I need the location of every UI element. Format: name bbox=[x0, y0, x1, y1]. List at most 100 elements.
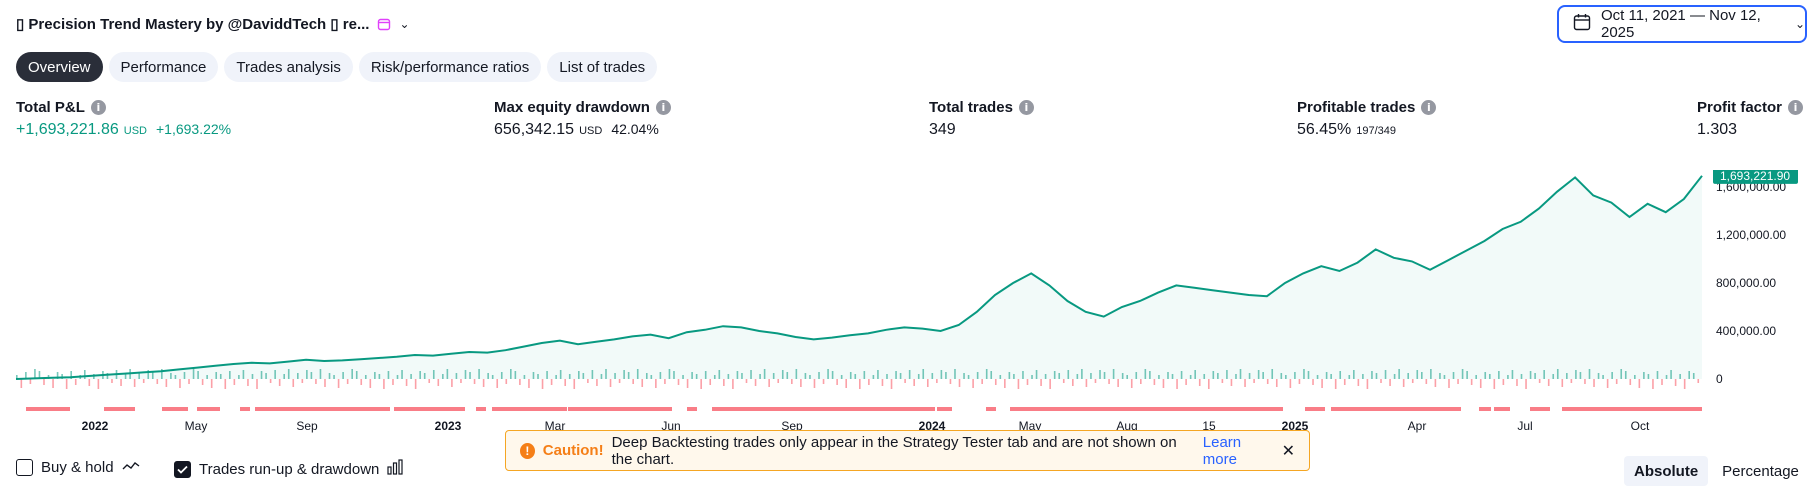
drawdown-bar bbox=[1289, 379, 1292, 388]
runup-bar bbox=[396, 375, 399, 379]
date-range-picker[interactable]: Oct 11, 2021 — Nov 12, 2025 ⌄ bbox=[1557, 5, 1807, 43]
drawdown-bar bbox=[269, 379, 272, 383]
drawdown-strip-segment bbox=[197, 407, 220, 411]
equity-chart[interactable]: 1,600,000.001,200,000.00800,000.00400,00… bbox=[0, 170, 1815, 440]
runup-bar bbox=[1008, 372, 1011, 379]
runup-bar bbox=[265, 373, 267, 379]
runup-bar bbox=[682, 375, 684, 379]
runup-bar bbox=[532, 372, 535, 379]
percentage-button[interactable]: Percentage bbox=[1712, 456, 1809, 486]
buy-hold-toggle[interactable]: Buy & hold bbox=[16, 459, 140, 476]
drawdown-bar bbox=[1085, 379, 1088, 387]
y-tick-label: 1,200,000.00 bbox=[1716, 228, 1786, 242]
runup-bar bbox=[510, 369, 512, 379]
drawdown-bar bbox=[301, 379, 304, 383]
buy-hold-label: Buy & hold bbox=[41, 459, 114, 476]
buy-hold-checkbox[interactable] bbox=[16, 459, 33, 476]
drawdown-bar bbox=[1389, 379, 1391, 386]
tab-performance[interactable]: Performance bbox=[108, 52, 219, 82]
drawdown-bar bbox=[745, 379, 748, 383]
drawdown-bar bbox=[587, 379, 589, 383]
runup-bar bbox=[1058, 373, 1061, 379]
runup-bar bbox=[1257, 370, 1260, 379]
runup-bar bbox=[306, 370, 308, 379]
runup-bar bbox=[1416, 370, 1419, 379]
runup-bar bbox=[1112, 369, 1115, 379]
runup-drawdown-toggle[interactable]: Trades run-up & drawdown bbox=[174, 459, 403, 479]
runup-bar bbox=[1235, 374, 1237, 379]
runup-bar bbox=[1443, 375, 1446, 379]
runup-bar bbox=[1475, 375, 1477, 379]
runup-bar bbox=[636, 369, 639, 379]
close-icon[interactable]: ✕ bbox=[1281, 442, 1295, 460]
strategy-title[interactable]: ▯ Precision Trend Mastery by @DaviddTech… bbox=[16, 16, 370, 33]
info-icon[interactable]: i bbox=[1421, 99, 1437, 115]
metric-profitable-trades: Profitable trades i 56.45% 197/349 bbox=[1297, 97, 1437, 139]
drawdown-strip-segment bbox=[687, 407, 697, 411]
runup-bar bbox=[1439, 373, 1441, 379]
tab-overview[interactable]: Overview bbox=[16, 52, 103, 82]
runup-bar bbox=[401, 370, 403, 379]
drawdown-strip-segment bbox=[1530, 407, 1550, 411]
drawdown-bar bbox=[1593, 379, 1595, 387]
drawdown-bar bbox=[519, 379, 521, 385]
runup-bar bbox=[1566, 373, 1568, 379]
runup-bar bbox=[364, 375, 367, 379]
info-icon[interactable]: i bbox=[655, 99, 671, 115]
runup-bar bbox=[432, 370, 435, 379]
runup-drawdown-checkbox[interactable] bbox=[174, 460, 191, 478]
runup-bar bbox=[319, 369, 322, 379]
runup-bar bbox=[1647, 374, 1650, 379]
runup-bar bbox=[559, 370, 562, 379]
drawdown-bar bbox=[1674, 379, 1677, 386]
drawdown-strip-segment bbox=[1479, 407, 1491, 411]
drawdown-bar bbox=[1017, 379, 1020, 389]
runup-bar bbox=[174, 375, 177, 379]
runup-bar bbox=[741, 373, 743, 379]
runup-bar bbox=[1022, 371, 1024, 379]
drawdown-bar bbox=[188, 379, 190, 384]
tab-trades-analysis[interactable]: Trades analysis bbox=[224, 52, 353, 82]
drawdown-bar bbox=[360, 379, 363, 385]
drawdown-strip-segment bbox=[712, 407, 935, 411]
calendar-mini-icon[interactable] bbox=[377, 17, 391, 31]
drawdown-strip-segment bbox=[476, 407, 486, 411]
runup-bar bbox=[645, 373, 648, 379]
drawdown-bar bbox=[1411, 379, 1414, 383]
x-tick-label: 2024 bbox=[919, 419, 946, 433]
chevron-down-icon[interactable]: ⌄ bbox=[399, 17, 410, 31]
learn-more-link[interactable]: Learn more bbox=[1202, 433, 1242, 468]
drawdown-bar bbox=[1357, 379, 1360, 386]
runup-bar bbox=[1602, 375, 1604, 379]
absolute-button[interactable]: Absolute bbox=[1624, 456, 1709, 486]
runup-bar bbox=[1158, 375, 1160, 379]
metric-profit-factor: Profit factor i 1.303 bbox=[1697, 97, 1804, 139]
runup-bar bbox=[419, 371, 421, 379]
drawdown-bar bbox=[1502, 379, 1505, 385]
drawdown-strip-segment bbox=[1494, 407, 1510, 411]
runup-bar bbox=[1330, 374, 1332, 379]
drawdown-bar bbox=[813, 379, 816, 388]
runup-bar bbox=[1316, 375, 1319, 379]
info-icon[interactable]: i bbox=[90, 99, 106, 115]
drawdown-bar bbox=[1253, 379, 1255, 383]
drawdown-bar bbox=[428, 379, 431, 383]
tab-risk-performance-ratios[interactable]: Risk/performance ratios bbox=[358, 52, 542, 82]
runup-bar bbox=[940, 370, 943, 379]
info-icon[interactable]: i bbox=[1788, 99, 1804, 115]
drawdown-bar bbox=[972, 379, 974, 388]
caution-title: Caution! bbox=[542, 442, 604, 459]
drawdown-bar bbox=[1343, 379, 1346, 385]
drawdown-bar bbox=[247, 379, 249, 386]
runup-bar bbox=[976, 372, 979, 379]
runup-bar bbox=[1217, 373, 1219, 379]
runup-bar bbox=[387, 371, 390, 379]
runup-bar bbox=[1579, 372, 1582, 379]
drawdown-bar bbox=[1140, 379, 1142, 384]
tab-bar: Overview Performance Trades analysis Ris… bbox=[16, 52, 658, 82]
info-icon[interactable]: i bbox=[1018, 99, 1034, 115]
runup-bar bbox=[183, 372, 186, 379]
tab-list-of-trades[interactable]: List of trades bbox=[547, 52, 658, 82]
calendar-icon bbox=[1573, 13, 1591, 35]
runup-bar bbox=[1488, 374, 1491, 379]
